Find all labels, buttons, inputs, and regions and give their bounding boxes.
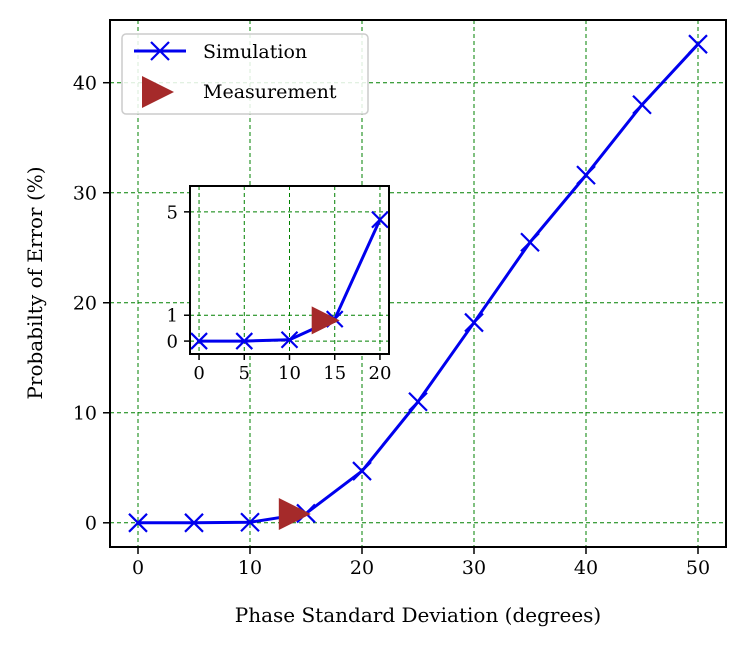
inset-x-tick-label-10: 10 (278, 363, 301, 384)
main-measurement-point-14 (278, 497, 311, 530)
main-simulation-point-10 (240, 512, 260, 533)
y-axis-label: Probabilty of Error (%) (23, 166, 47, 399)
inset-x-tick-label-5: 5 (239, 363, 250, 384)
inset-chart: 0 5 10 15 20 015 (167, 185, 391, 384)
main-y-tick-label-0: 0 (85, 513, 97, 535)
main-simulation-point-35 (520, 232, 540, 253)
inset-simulation-point-10 (280, 331, 299, 349)
main-simulation-point-30 (464, 312, 484, 333)
main-simulation-point-50 (688, 34, 708, 54)
inset-x-tick-label-20: 20 (369, 363, 392, 384)
inset-simulation-point-5 (235, 332, 254, 350)
legend-measurement-label: Measurement (203, 81, 337, 103)
main-y-ticks: 0 10 20 30 40 (73, 73, 110, 535)
main-simulation-point-5 (184, 513, 204, 533)
main-simulation-point-40 (576, 165, 596, 185)
main-y-tick-label-10: 10 (73, 403, 97, 425)
main-simulation-point-0 (128, 513, 148, 533)
main-y-tick-label-40: 40 (73, 73, 97, 95)
legend: Simulation Measurement (121, 33, 369, 115)
inset-x-ticks: 0 5 10 15 20 (193, 354, 391, 384)
main-x-tick-label-40: 40 (574, 557, 598, 579)
main-x-ticks: 0 10 20 30 40 50 (132, 547, 710, 579)
main-y-tick-label-20: 20 (73, 293, 97, 315)
inset-measurement-point-14 (311, 306, 340, 335)
inset-y-ticks: 0 1 5 (167, 202, 190, 353)
main-x-tick-label-50: 50 (686, 557, 710, 579)
legend-simulation-marker (150, 41, 170, 61)
inset-simulation-point-20 (371, 210, 389, 229)
inset-y-tick-label-0: 0 (167, 332, 178, 353)
inset-y-tick-label-5: 5 (167, 202, 178, 223)
inset-x-tick-label-0: 0 (193, 363, 204, 384)
inset-y-tick-label-1: 1 (167, 306, 178, 327)
main-x-tick-label-30: 30 (462, 557, 486, 579)
legend-box (121, 33, 369, 115)
main-plot-frame (109, 19, 727, 548)
main-simulation-point-25 (408, 391, 428, 412)
main-x-tick-label-20: 20 (350, 557, 374, 579)
x-axis-label: Phase Standard Deviation (degrees) (235, 603, 601, 627)
main-x-tick-label-0: 0 (132, 557, 144, 579)
legend-simulation-label: Simulation (203, 41, 307, 63)
inset-x-tick-label-15: 15 (323, 363, 346, 384)
inset-simulation-point-0 (190, 332, 208, 350)
main-series (128, 34, 708, 533)
main-simulation-point-20 (352, 461, 372, 481)
inset-series (190, 210, 389, 350)
legend-measurement-marker (142, 76, 174, 108)
main-simulation-point-45 (632, 94, 652, 115)
inset-grid (190, 186, 389, 354)
main-y-tick-label-30: 30 (73, 183, 97, 205)
main-x-tick-label-10: 10 (238, 557, 262, 579)
